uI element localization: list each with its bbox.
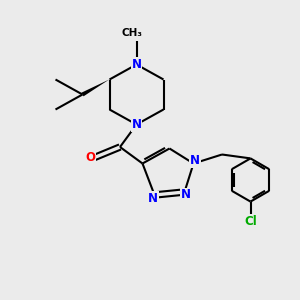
Polygon shape [82,80,109,96]
Text: Cl: Cl [244,214,257,228]
Text: N: N [148,191,158,205]
Text: N: N [131,118,142,131]
Text: N: N [181,188,191,202]
Text: N: N [190,154,200,167]
Text: CH₃: CH₃ [122,28,142,38]
Text: N: N [131,58,142,71]
Text: O: O [85,151,95,164]
